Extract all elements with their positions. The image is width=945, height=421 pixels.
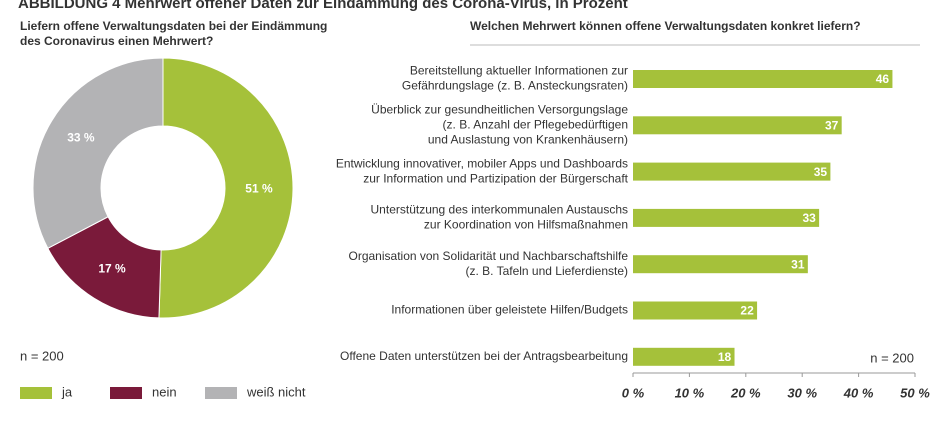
bar [633, 208, 820, 227]
category-label: Informationen über geleistete Hilfen/Bud… [391, 303, 628, 317]
x-tick-label: 10 % [675, 385, 705, 400]
annotation: n = 200 [20, 348, 64, 363]
category-label: Organisation von Solidarität und Nachbar… [349, 249, 629, 263]
data-label: 35 [814, 165, 828, 179]
category-label: Unterstützung des interkommunalen Austau… [371, 203, 628, 217]
category-label: (z. B. Tafeln und Lieferdienste) [465, 264, 628, 278]
donut-slice [32, 57, 164, 249]
category-label: und Auslastung von Krankenhäusern) [428, 132, 628, 146]
chart-title: Welchen Mehrwert können offene Verwaltun… [470, 19, 861, 33]
category-label: Entwicklung innovativer, mobiler Apps un… [336, 156, 628, 170]
chart-title: des Coronavirus einen Mehrwert? [20, 34, 213, 48]
legend-swatch [205, 387, 237, 399]
figure-title: ABBILDUNG 4 Mehrwert offener Daten zur E… [18, 0, 628, 12]
data-label: 17 % [98, 262, 126, 276]
data-label: 37 [825, 118, 839, 132]
data-label: 33 % [67, 130, 95, 144]
bar [633, 255, 808, 274]
data-label: 22 [740, 304, 754, 318]
legend-label: nein [152, 384, 177, 399]
chart-title: Liefern offene Verwaltungsdaten bei der … [20, 19, 327, 33]
category-label: Gefährdungslage (z. B. Ansteckungsraten) [402, 79, 628, 93]
bar [633, 347, 735, 366]
x-tick-label: 40 % [843, 385, 874, 400]
donut-slice [47, 216, 162, 319]
bar [633, 116, 842, 135]
category-label: (z. B. Anzahl der Pflegebedürftigen [443, 117, 628, 131]
donut-slice [158, 57, 294, 319]
category-label: Offene Daten unterstützen bei der Antrag… [340, 349, 628, 363]
x-tick-label: 50 % [900, 385, 930, 400]
data-label: 31 [791, 257, 805, 271]
category-label: zur Koordination von Hilfsmaßnahmen [424, 218, 628, 232]
bar [633, 301, 758, 320]
bar [633, 70, 893, 88]
bar [633, 162, 831, 181]
data-label: 51 % [245, 182, 273, 196]
legend-swatch [110, 387, 142, 399]
category-label: Überblick zur gesundheitlichen Versorgun… [371, 102, 628, 116]
data-label: 46 [876, 72, 890, 86]
x-tick-label: 20 % [730, 385, 761, 400]
annotation: n = 200 [870, 350, 914, 365]
legend-swatch [20, 387, 52, 399]
x-tick-label: 0 % [622, 385, 645, 400]
x-tick-label: 30 % [787, 385, 817, 400]
category-label: zur Information und Partizipation der Bü… [363, 171, 628, 185]
data-label: 18 [718, 350, 732, 364]
legend-label: weiß nicht [246, 384, 306, 399]
category-label: Bereitstellung aktueller Informationen z… [410, 64, 628, 78]
data-label: 33 [802, 211, 816, 225]
legend-label: ja [61, 384, 73, 399]
